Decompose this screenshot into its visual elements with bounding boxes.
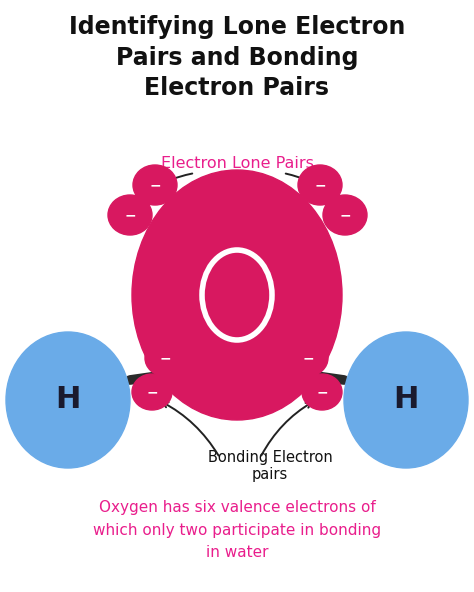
Text: −: − (149, 178, 161, 192)
Text: Bonding Electron
pairs: Bonding Electron pairs (208, 450, 332, 482)
Text: Electron Lone Pairs: Electron Lone Pairs (161, 156, 313, 170)
Text: −: − (159, 351, 171, 365)
Text: −: − (124, 208, 136, 222)
Ellipse shape (302, 374, 342, 410)
Ellipse shape (6, 332, 130, 468)
Ellipse shape (133, 165, 177, 205)
Text: −: − (339, 208, 351, 222)
Ellipse shape (323, 195, 367, 235)
Text: −: − (146, 385, 158, 399)
Ellipse shape (145, 340, 185, 376)
Text: −: − (316, 385, 328, 399)
Text: −: − (302, 351, 314, 365)
Ellipse shape (108, 195, 152, 235)
Text: Oxygen has six valence electrons of
which only two participate in bonding
in wat: Oxygen has six valence electrons of whic… (93, 500, 381, 559)
Ellipse shape (344, 332, 468, 468)
Ellipse shape (132, 374, 172, 410)
Ellipse shape (132, 170, 342, 420)
Text: H: H (393, 385, 419, 414)
Ellipse shape (298, 165, 342, 205)
Ellipse shape (288, 340, 328, 376)
Text: −: − (314, 178, 326, 192)
Text: Identifying Lone Electron
Pairs and Bonding
Electron Pairs: Identifying Lone Electron Pairs and Bond… (69, 15, 405, 100)
Text: H: H (55, 385, 81, 414)
